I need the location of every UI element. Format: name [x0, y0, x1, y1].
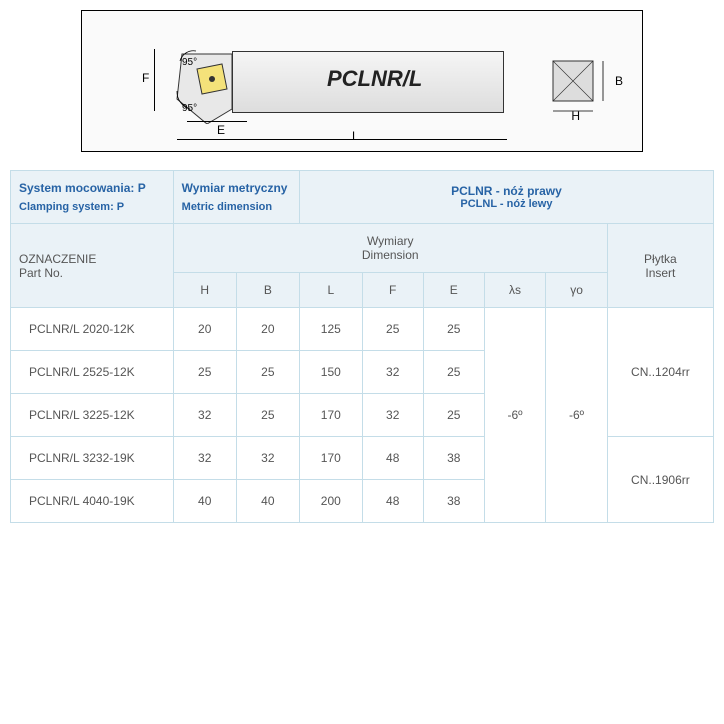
insert-pl: Płytka [644, 252, 677, 266]
sys-en: Clamping system: P [19, 201, 165, 213]
partno: PCLNR/L 3225-12K [11, 394, 174, 437]
partno: PCLNR/L 2020-12K [11, 308, 174, 351]
v-F: 48 [362, 480, 423, 523]
v-E: 25 [423, 394, 484, 437]
v-F: 32 [362, 351, 423, 394]
v-L: 125 [299, 308, 362, 351]
v-B: 20 [236, 308, 299, 351]
wymiary: Wymiary [367, 234, 414, 248]
left-knife: PCLNL - nóż lewy [308, 198, 705, 210]
v-H: 25 [173, 351, 236, 394]
partno: PCLNR/L 4040-19K [11, 480, 174, 523]
v-B: 25 [236, 394, 299, 437]
dim-F: F [142, 71, 149, 85]
tool-title: PCLNR/L [327, 66, 422, 92]
v-E: 25 [423, 308, 484, 351]
v-ls: -6º [484, 308, 546, 523]
partno-en: Part No. [19, 266, 63, 280]
partno-pl: OZNACZENIE [19, 252, 96, 266]
col-F: F [362, 273, 423, 308]
dim-E: E [217, 123, 225, 137]
angle-label-1: 95° [182, 57, 197, 68]
insert-g2: CN..1906rr [607, 437, 713, 523]
v-H: 40 [173, 480, 236, 523]
sys-pl: System mocowania: P [19, 181, 146, 195]
insert-g1: CN..1204rr [607, 308, 713, 437]
v-B: 25 [236, 351, 299, 394]
v-F: 48 [362, 437, 423, 480]
col-E: E [423, 273, 484, 308]
v-F: 25 [362, 308, 423, 351]
dim-L: L [352, 129, 359, 143]
dim-H: H [571, 109, 580, 123]
v-H: 20 [173, 308, 236, 351]
v-E: 38 [423, 480, 484, 523]
table-row: PCLNR/L 3232-19K 32 32 170 48 38 CN..190… [11, 437, 714, 480]
col-L: L [299, 273, 362, 308]
cross-section: H B [538, 46, 618, 129]
v-L: 170 [299, 437, 362, 480]
v-L: 200 [299, 480, 362, 523]
col-ls: λs [484, 273, 546, 308]
partno: PCLNR/L 2525-12K [11, 351, 174, 394]
dim-line-F [154, 49, 155, 111]
right-knife: PCLNR - nóż prawy [451, 184, 562, 198]
technical-diagram: PCLNR/L F 95° 95° E L H B [81, 10, 643, 152]
dim-pl: Wymiar metryczny [182, 181, 288, 195]
dim-line-E [187, 121, 247, 122]
col-B: B [236, 273, 299, 308]
dim-line-L [177, 139, 507, 140]
header-row-1: System mocowania: P Clamping system: P W… [11, 171, 714, 224]
header-row-2: OZNACZENIE Part No. Wymiary Dimension Pł… [11, 224, 714, 273]
v-L: 150 [299, 351, 362, 394]
dimension: Dimension [362, 248, 419, 262]
col-go: γo [546, 273, 608, 308]
col-H: H [173, 273, 236, 308]
insert-en: Insert [645, 266, 675, 280]
v-E: 25 [423, 351, 484, 394]
spec-table: System mocowania: P Clamping system: P W… [10, 170, 714, 523]
table-row: PCLNR/L 2020-12K 20 20 125 25 25 -6º -6º… [11, 308, 714, 351]
angle-label-2: 95° [182, 103, 197, 114]
v-L: 170 [299, 394, 362, 437]
v-F: 32 [362, 394, 423, 437]
dim-en: Metric dimension [182, 201, 291, 213]
v-E: 38 [423, 437, 484, 480]
dim-B: B [615, 74, 623, 88]
v-go: -6º [546, 308, 608, 523]
diagram-container: PCLNR/L F 95° 95° E L H B [10, 10, 714, 152]
v-B: 32 [236, 437, 299, 480]
v-B: 40 [236, 480, 299, 523]
partno: PCLNR/L 3232-19K [11, 437, 174, 480]
v-H: 32 [173, 437, 236, 480]
v-H: 32 [173, 394, 236, 437]
